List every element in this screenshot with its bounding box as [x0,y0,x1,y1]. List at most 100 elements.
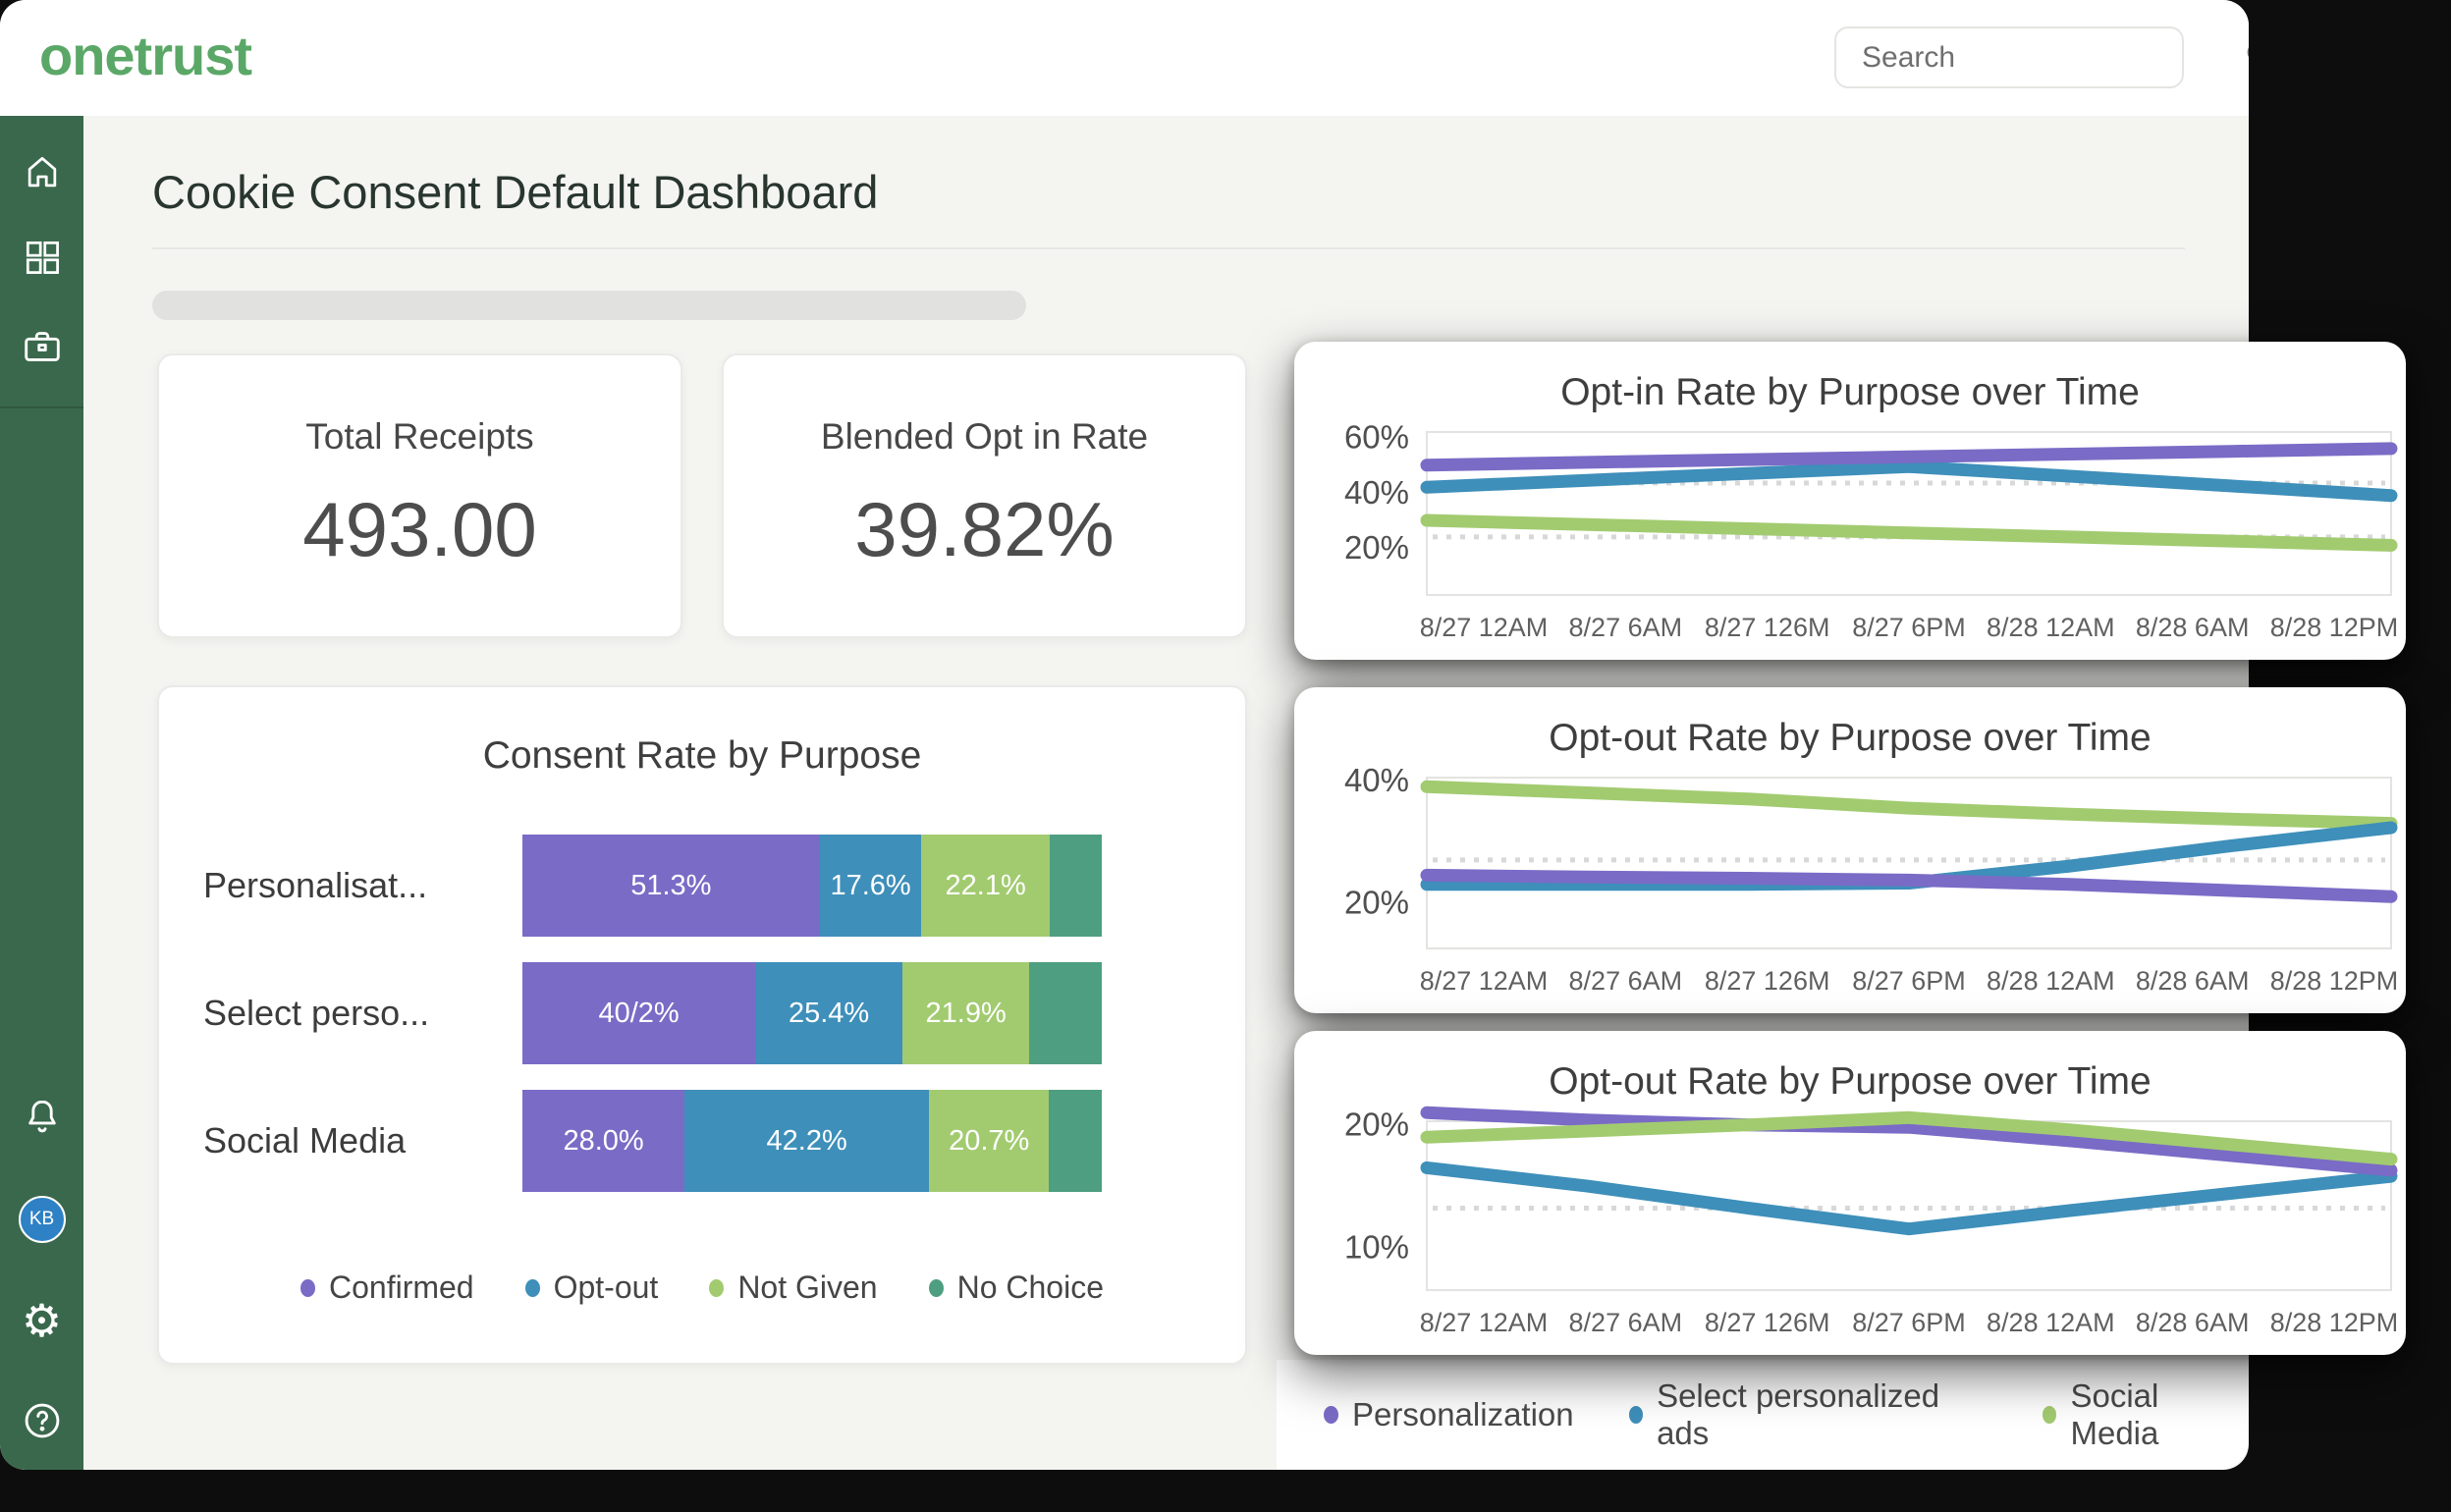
sidebar-divider [0,406,83,408]
series-line-personalization[interactable] [1420,442,2398,472]
search-icon[interactable] [2241,38,2249,77]
bar-segment-opt-out[interactable]: 25.4% [755,962,903,1064]
home-icon [21,151,64,194]
onetrust-logo: onetrust [39,25,252,86]
series-line-social-media[interactable] [1420,513,2398,552]
y-tick-label: 20% [1344,884,1409,920]
stat-label: Blended Opt in Rate [820,416,1149,457]
legend-item-personalization[interactable]: Personalization [1324,1396,1574,1433]
bar-segment-no-choice[interactable] [1049,835,1102,937]
x-tick-label: 8/28 6AM [2136,966,2250,996]
x-tick-label: 8/27 6AM [1569,613,1683,642]
opt-in-rate-chart-card: Opt-in Rate by Purpose over Time 60% 40% 2… [1294,342,2406,660]
chart-title: Opt-in Rate by Purpose over Time [1560,371,2140,413]
stat-value: 493.00 [302,486,537,572]
legend-dot [1628,1406,1644,1424]
consent-bar-row: Social Media 28.0% 42.2% 20.7% [203,1090,1215,1192]
stat-label: Total Receipts [305,416,534,457]
legend-label: Opt-out [553,1269,659,1305]
bar-segment-not-given[interactable]: 21.9% [902,962,1030,1064]
sidebar-item-apps[interactable] [0,236,83,279]
x-tick-label: 8/28 12PM [2270,613,2399,642]
bar-segment-confirmed[interactable]: 28.0% [522,1090,685,1192]
x-tick-label: 8/27 6PM [1852,966,1966,996]
sidebar-item-home[interactable] [0,151,83,194]
legend-label: Personalization [1352,1396,1574,1432]
title-divider [152,247,2185,249]
stat-card-blended-opt-in-rate: Blended Opt in Rate 39.82% [722,353,1247,638]
time-charts-legend: Personalization Select personalized ads So… [1277,1360,2249,1470]
bar-segment-no-choice[interactable] [1049,1090,1102,1192]
sidebar-user-avatar[interactable]: KB [0,1196,83,1243]
chart-title: Opt-out Rate by Purpose over Time [1549,1060,2151,1103]
series-line-select-personalized-ads[interactable] [1420,1161,2398,1236]
legend-item-confirmed[interactable]: Confirmed [300,1269,474,1306]
stat-value: 39.82% [854,486,1115,572]
x-tick-label: 8/28 12AM [1987,613,2115,642]
page-title: Cookie Consent Default Dashboard [152,166,879,218]
series-line-social-media[interactable] [1420,780,2398,831]
x-tick-label: 8/28 6AM [2136,1308,2250,1337]
stat-card-total-receipts: Total Receipts 493.00 [157,353,682,638]
top-bar: onetrust [0,0,2249,116]
search-input[interactable] [1862,40,2241,75]
consent-category-label: Personalisat... [203,865,428,905]
consent-bar-rows: Personalisat... 51.3% 17.6% 22.1% Select per… [203,835,1215,1217]
y-tick-label: 60% [1344,419,1409,456]
legend-label: Select personalized ads [1657,1377,1940,1451]
legend-label: Social Media [2070,1377,2159,1451]
x-tick-label: 8/28 12PM [2270,966,2399,996]
legend-item-opt-out[interactable]: Opt-out [524,1269,659,1306]
consent-bar-row: Select perso... 40/2% 25.4% 21.9% [203,962,1215,1064]
bar-segment-no-choice[interactable] [1029,962,1102,1064]
sidebar-item-workspace[interactable] [0,324,83,369]
avatar: KB [18,1196,66,1243]
x-tick-label: 8/27 12AM [1420,1308,1549,1337]
bar-segment-confirmed[interactable]: 51.3% [522,835,820,937]
x-tick-label: 8/27 126M [1705,1308,1830,1337]
legend-item-not-given[interactable]: Not Given [709,1269,878,1306]
x-tick-label: 8/27 126M [1705,613,1830,642]
sidebar-item-settings[interactable]: ⚙ [0,1298,83,1343]
series-line-personalization[interactable] [1420,868,2398,903]
legend-dot [524,1278,540,1297]
bell-icon [20,1096,65,1141]
legend-item-social-media[interactable]: Social Media [2042,1377,2249,1452]
chart-title: Consent Rate by Purpose [482,734,922,777]
x-tick-label: 8/27 6AM [1569,1308,1683,1337]
bar-segment-opt-out[interactable]: 42.2% [684,1090,930,1192]
search-box[interactable] [1834,27,2249,88]
legend-label: No Choice [956,1269,1104,1305]
legend-dot [709,1278,725,1297]
x-tick-label: 8/28 12AM [1987,966,2115,996]
sidebar-item-help[interactable] [0,1398,83,1443]
legend-label: Not Given [737,1269,878,1305]
x-tick-label: 8/27 6PM [1852,613,1966,642]
sidebar: KB ⚙ [0,116,83,1470]
legend-dot [2042,1406,2057,1424]
bar-segment-opt-out[interactable]: 17.6% [819,835,922,937]
y-tick-label: 20% [1344,529,1409,566]
consent-category-label: Social Media [203,1120,407,1161]
bar-segment-confirmed[interactable]: 40/2% [522,962,756,1064]
stacked-bar: 51.3% 17.6% 22.1% [522,835,1102,937]
series-line-personalization[interactable] [1420,1106,2398,1177]
y-tick-label: 40% [1344,474,1409,511]
x-tick-label: 8/28 6AM [2136,613,2250,642]
gear-icon: ⚙ [21,1295,63,1346]
bar-segment-not-given[interactable]: 20.7% [929,1090,1050,1192]
sidebar-item-notifications[interactable] [0,1096,83,1141]
series-line-social-media[interactable] [1420,1110,2398,1166]
stacked-bar: 40/2% 25.4% 21.9% [522,962,1102,1064]
legend-item-no-choice[interactable]: No Choice [928,1269,1104,1306]
series-line-select-personalized-ads[interactable] [1420,459,2398,503]
legend-item-select-personalized-ads[interactable]: Select personalized ads [1628,1377,1988,1452]
bar-segment-not-given[interactable]: 22.1% [921,835,1050,937]
opt-out-rate-chart-card-2: Opt-out Rate by Purpose over Time 20% 10%… [1294,1031,2406,1355]
consent-bar-row: Personalisat... 51.3% 17.6% 22.1% [203,835,1215,937]
x-tick-label: 8/27 12AM [1420,613,1549,642]
apps-grid-icon [21,236,64,279]
consent-category-label: Select perso... [203,993,430,1033]
legend-dot [1324,1406,1338,1424]
consent-rate-chart-card: Consent Rate by Purpose Personalisat... 5… [157,685,1247,1365]
